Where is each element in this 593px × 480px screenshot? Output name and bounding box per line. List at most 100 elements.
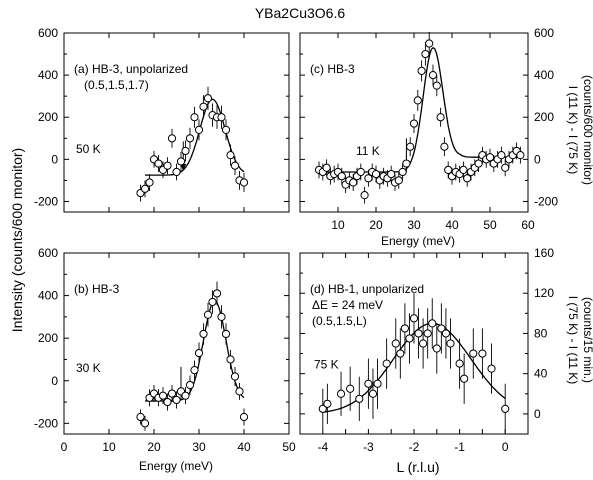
y-tick-label: 40 — [534, 367, 548, 381]
data-point — [469, 349, 478, 358]
data-point — [172, 167, 181, 177]
data-point — [167, 389, 177, 398]
data-point — [446, 339, 455, 348]
data-point — [402, 159, 411, 168]
panel-frame — [63, 252, 290, 435]
data-point — [181, 391, 190, 400]
data-point — [217, 113, 226, 122]
data-point — [356, 167, 365, 177]
bottom-left-xlabel: Energy (meV) — [139, 459, 213, 473]
data-point — [428, 319, 437, 328]
data-point — [199, 102, 208, 111]
y-tick-label: 400 — [38, 68, 58, 82]
data-point — [409, 314, 419, 323]
x-tick-label: 10 — [102, 440, 116, 454]
temperature-label: 50 K — [76, 142, 101, 156]
y-tick-label: -200 — [34, 416, 58, 430]
data-point — [387, 169, 396, 179]
data-point — [185, 380, 195, 390]
data-point — [394, 176, 403, 185]
data-point — [167, 134, 177, 143]
data-point — [181, 146, 190, 156]
y-tick-label: 200 — [534, 110, 554, 124]
data-point — [440, 142, 449, 151]
y-tick-label: 160 — [534, 246, 554, 260]
panel-label: (c) HB-3 — [310, 62, 355, 76]
temperature-label: 30 K — [76, 361, 101, 375]
x-tick-label: 20 — [369, 218, 383, 232]
data-point — [185, 134, 195, 143]
y-tick-label: 0 — [534, 152, 541, 166]
y-tick-label: 600 — [534, 26, 554, 40]
data-point — [226, 355, 235, 364]
data-point — [391, 339, 400, 348]
data-point — [436, 113, 445, 122]
y-tick-label: -200 — [534, 194, 558, 208]
x-tick-label: 40 — [445, 218, 459, 232]
arrow-head — [180, 163, 187, 171]
data-point — [136, 412, 145, 422]
data-point — [221, 125, 231, 134]
x-tick-label: -3 — [363, 440, 374, 454]
y-tick-label: 0 — [534, 407, 541, 421]
data-point — [158, 391, 168, 400]
data-point — [400, 324, 409, 333]
data-point — [318, 404, 327, 413]
x-tick-label: 10 — [331, 218, 345, 232]
data-point — [425, 39, 434, 48]
data-point — [176, 157, 186, 166]
data-point — [398, 167, 407, 177]
data-point — [190, 366, 199, 375]
panel-label-line2: ΔE = 24 meV — [312, 298, 383, 312]
data-point — [516, 151, 525, 160]
data-point — [336, 389, 346, 398]
y-tick-label: -200 — [34, 194, 58, 208]
data-point — [459, 165, 468, 174]
data-point — [460, 374, 469, 383]
y-tick-label: 0 — [51, 374, 58, 388]
data-point — [501, 404, 510, 413]
panel-a: -200 0 200 400 600 (a) HB-3, unpolarized (0.5,… — [34, 26, 290, 213]
data-point — [405, 334, 414, 343]
panel-d: 0 40 80 120 160 -4 -3 -2 -1 0 (d) HB-1, unpolarize… — [299, 246, 554, 454]
data-point — [212, 289, 222, 298]
data-point — [145, 178, 154, 187]
x-tick-label: 0 — [61, 440, 68, 454]
y-tick-label: 400 — [534, 68, 554, 82]
right-top-ylabel: I (11 K) - I (75 K) — [566, 86, 580, 174]
x-tick-label: 0 — [502, 440, 509, 454]
panel-frame — [63, 32, 290, 213]
data-point — [322, 163, 331, 172]
data-point — [421, 49, 430, 59]
y-tick-label: 0 — [51, 152, 58, 166]
data-point — [368, 389, 378, 398]
data-point — [235, 387, 244, 396]
fit-curve — [145, 300, 245, 402]
x-tick-label: 30 — [192, 440, 206, 454]
data-point — [355, 394, 364, 403]
data-point — [323, 399, 332, 408]
data-point — [208, 297, 217, 307]
data-point — [432, 344, 441, 353]
data-point — [432, 81, 441, 90]
y-tick-label: 200 — [38, 331, 58, 345]
y-tick-label: 400 — [38, 289, 58, 303]
data-point — [154, 159, 163, 168]
x-tick-label: 20 — [147, 440, 161, 454]
data-point — [455, 359, 464, 368]
data-point — [501, 163, 510, 172]
y-tick-label: 600 — [38, 26, 58, 40]
data-point — [239, 412, 249, 422]
data-point — [364, 379, 373, 388]
data-point — [194, 125, 204, 134]
panel-label: (d) HB-1, unpolarized — [310, 282, 424, 296]
data-point — [140, 419, 150, 428]
top-right-xlabel: Energy (meV) — [381, 234, 455, 248]
y-tick-label: 200 — [38, 110, 58, 124]
data-point — [221, 329, 231, 339]
data-point — [230, 372, 240, 381]
data-point — [373, 379, 382, 388]
y-tick-label: 80 — [534, 326, 548, 340]
data-point — [360, 191, 369, 200]
